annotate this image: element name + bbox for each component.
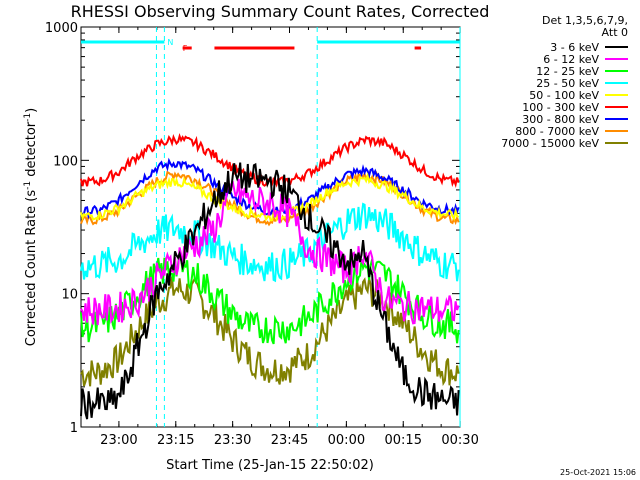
legend-entry-label: 25 - 50 keV [536, 77, 599, 90]
legend-entry-label: 7000 - 15000 keV [501, 137, 599, 150]
x-tick-label: 00:30 [441, 433, 478, 448]
x-tick-label: 23:45 [271, 433, 308, 448]
x-tick-label: 00:00 [328, 433, 365, 448]
flag-label-N: N [167, 38, 173, 47]
legend-entry-label: 12 - 25 keV [536, 65, 599, 78]
y-axis-label-sup2: -1 [23, 113, 33, 122]
y-tick-label: 100 [53, 154, 78, 169]
chart-title: RHESSI Observing Summary Count Rates, Co… [71, 2, 490, 21]
x-tick-label: 23:15 [157, 433, 194, 448]
y-tick-label: 1 [70, 421, 78, 436]
x-axis-ticks: 23:00 23:15 23:30 23:45 00:00 00:15 00:30 [80, 27, 479, 448]
y-axis-ticks: 1 10 100 1000 [45, 21, 460, 436]
y-axis-label-part3: ) [24, 108, 39, 113]
series-line-4 [80, 172, 460, 223]
series-line-2 [80, 252, 460, 345]
series-line-3 [80, 202, 460, 283]
legend-entry-label: 6 - 12 keV [543, 53, 599, 66]
y-tick-label: 10 [61, 288, 78, 303]
footer-date: 25-Oct-2021 15:06 [560, 468, 636, 477]
legend-entry-label: 300 - 800 keV [522, 113, 599, 126]
observing-flags: NF [81, 27, 461, 427]
y-axis-label-part2: detector [24, 121, 39, 181]
y-axis-label: Corrected Count Rate (s-1 detector-1) [23, 108, 39, 346]
legend-entry-label: 3 - 6 keV [550, 41, 599, 54]
legend-header-line: Att 0 [602, 26, 628, 39]
y-axis-label-part1: Corrected Count Rate (s [24, 190, 39, 347]
legend-entry-label: 800 - 7000 keV [515, 125, 599, 138]
series-line-1 [80, 178, 460, 326]
legend-entry-label: 50 - 100 keV [529, 89, 599, 102]
x-axis-label: Start Time (25-Jan-15 22:50:02) [166, 458, 374, 473]
series-line-0 [80, 162, 460, 420]
series-lines [80, 132, 460, 420]
legend-entry-label: 100 - 300 keV [522, 101, 599, 114]
flag-label-F: F [183, 44, 188, 53]
x-tick-label: 23:30 [214, 433, 251, 448]
y-axis-label-sup1: -1 [23, 181, 33, 190]
legend-header-line: Det 1,3,5,6,7,9, [542, 14, 628, 27]
x-tick-label: 00:15 [385, 433, 422, 448]
y-tick-label: 1000 [45, 21, 78, 36]
x-tick-label: 23:00 [100, 433, 137, 448]
